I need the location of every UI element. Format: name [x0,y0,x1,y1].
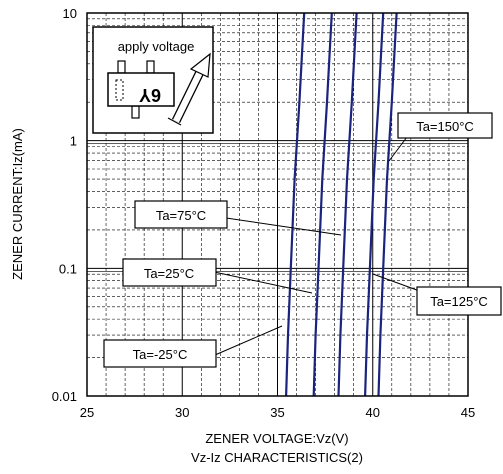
annotation-ta-125: Ta=125°C [372,273,502,316]
x-tick-label: 40 [366,405,380,420]
x-tick-label: 25 [80,405,94,420]
annotation-label: Ta=125°C [430,294,488,309]
x-tick-label: 30 [175,405,189,420]
pointer-line [214,325,283,356]
y-axis-label: ZENER CURRENT:Iz(mA) [10,128,25,280]
series-line [312,12,333,397]
pointer-line [204,269,313,294]
chart-title: Vz-Iz CHARACTERISTICS(2) [191,450,363,465]
annotation-label: Ta=75°C [156,208,206,223]
pointer-line [372,273,426,294]
plot-frame [86,12,469,397]
inset-box: apply voltage 6Y [92,26,214,134]
y-tick-label: 0.01 [52,389,77,404]
annotation-ta-150: Ta=150°C [388,112,493,162]
y-tick-label: 1 [70,134,77,149]
x-tick-labels: 25 30 35 40 45 [80,405,475,420]
annotation-ta-minus-25: Ta=-25°C [103,325,283,368]
annotation-ta-75: Ta=75°C [134,200,342,236]
annotation-label: Ta=150°C [416,119,474,134]
sot-package-icon: 6Y [107,60,175,119]
arrow-icon [167,52,211,126]
annotation-ta-25: Ta=25°C [122,258,313,294]
series-line [364,12,385,397]
x-tick-label: 35 [270,405,284,420]
series-line [377,12,398,397]
package-marking: 6Y [139,85,161,105]
curves [285,12,398,397]
x-tick-label: 45 [461,405,475,420]
series-line [337,12,358,397]
y-tick-labels: 0.01 0.1 1 10 [52,6,77,404]
y-tick-label: 0.1 [59,261,77,276]
annotation-label: Ta=-25°C [133,347,188,362]
x-axis-label: ZENER VOLTAGE:Vz(V) [205,431,348,446]
y-tick-label: 10 [63,6,77,21]
inset-label: apply voltage [118,39,195,54]
series-line [285,12,306,397]
annotation-label: Ta=25°C [144,266,194,281]
